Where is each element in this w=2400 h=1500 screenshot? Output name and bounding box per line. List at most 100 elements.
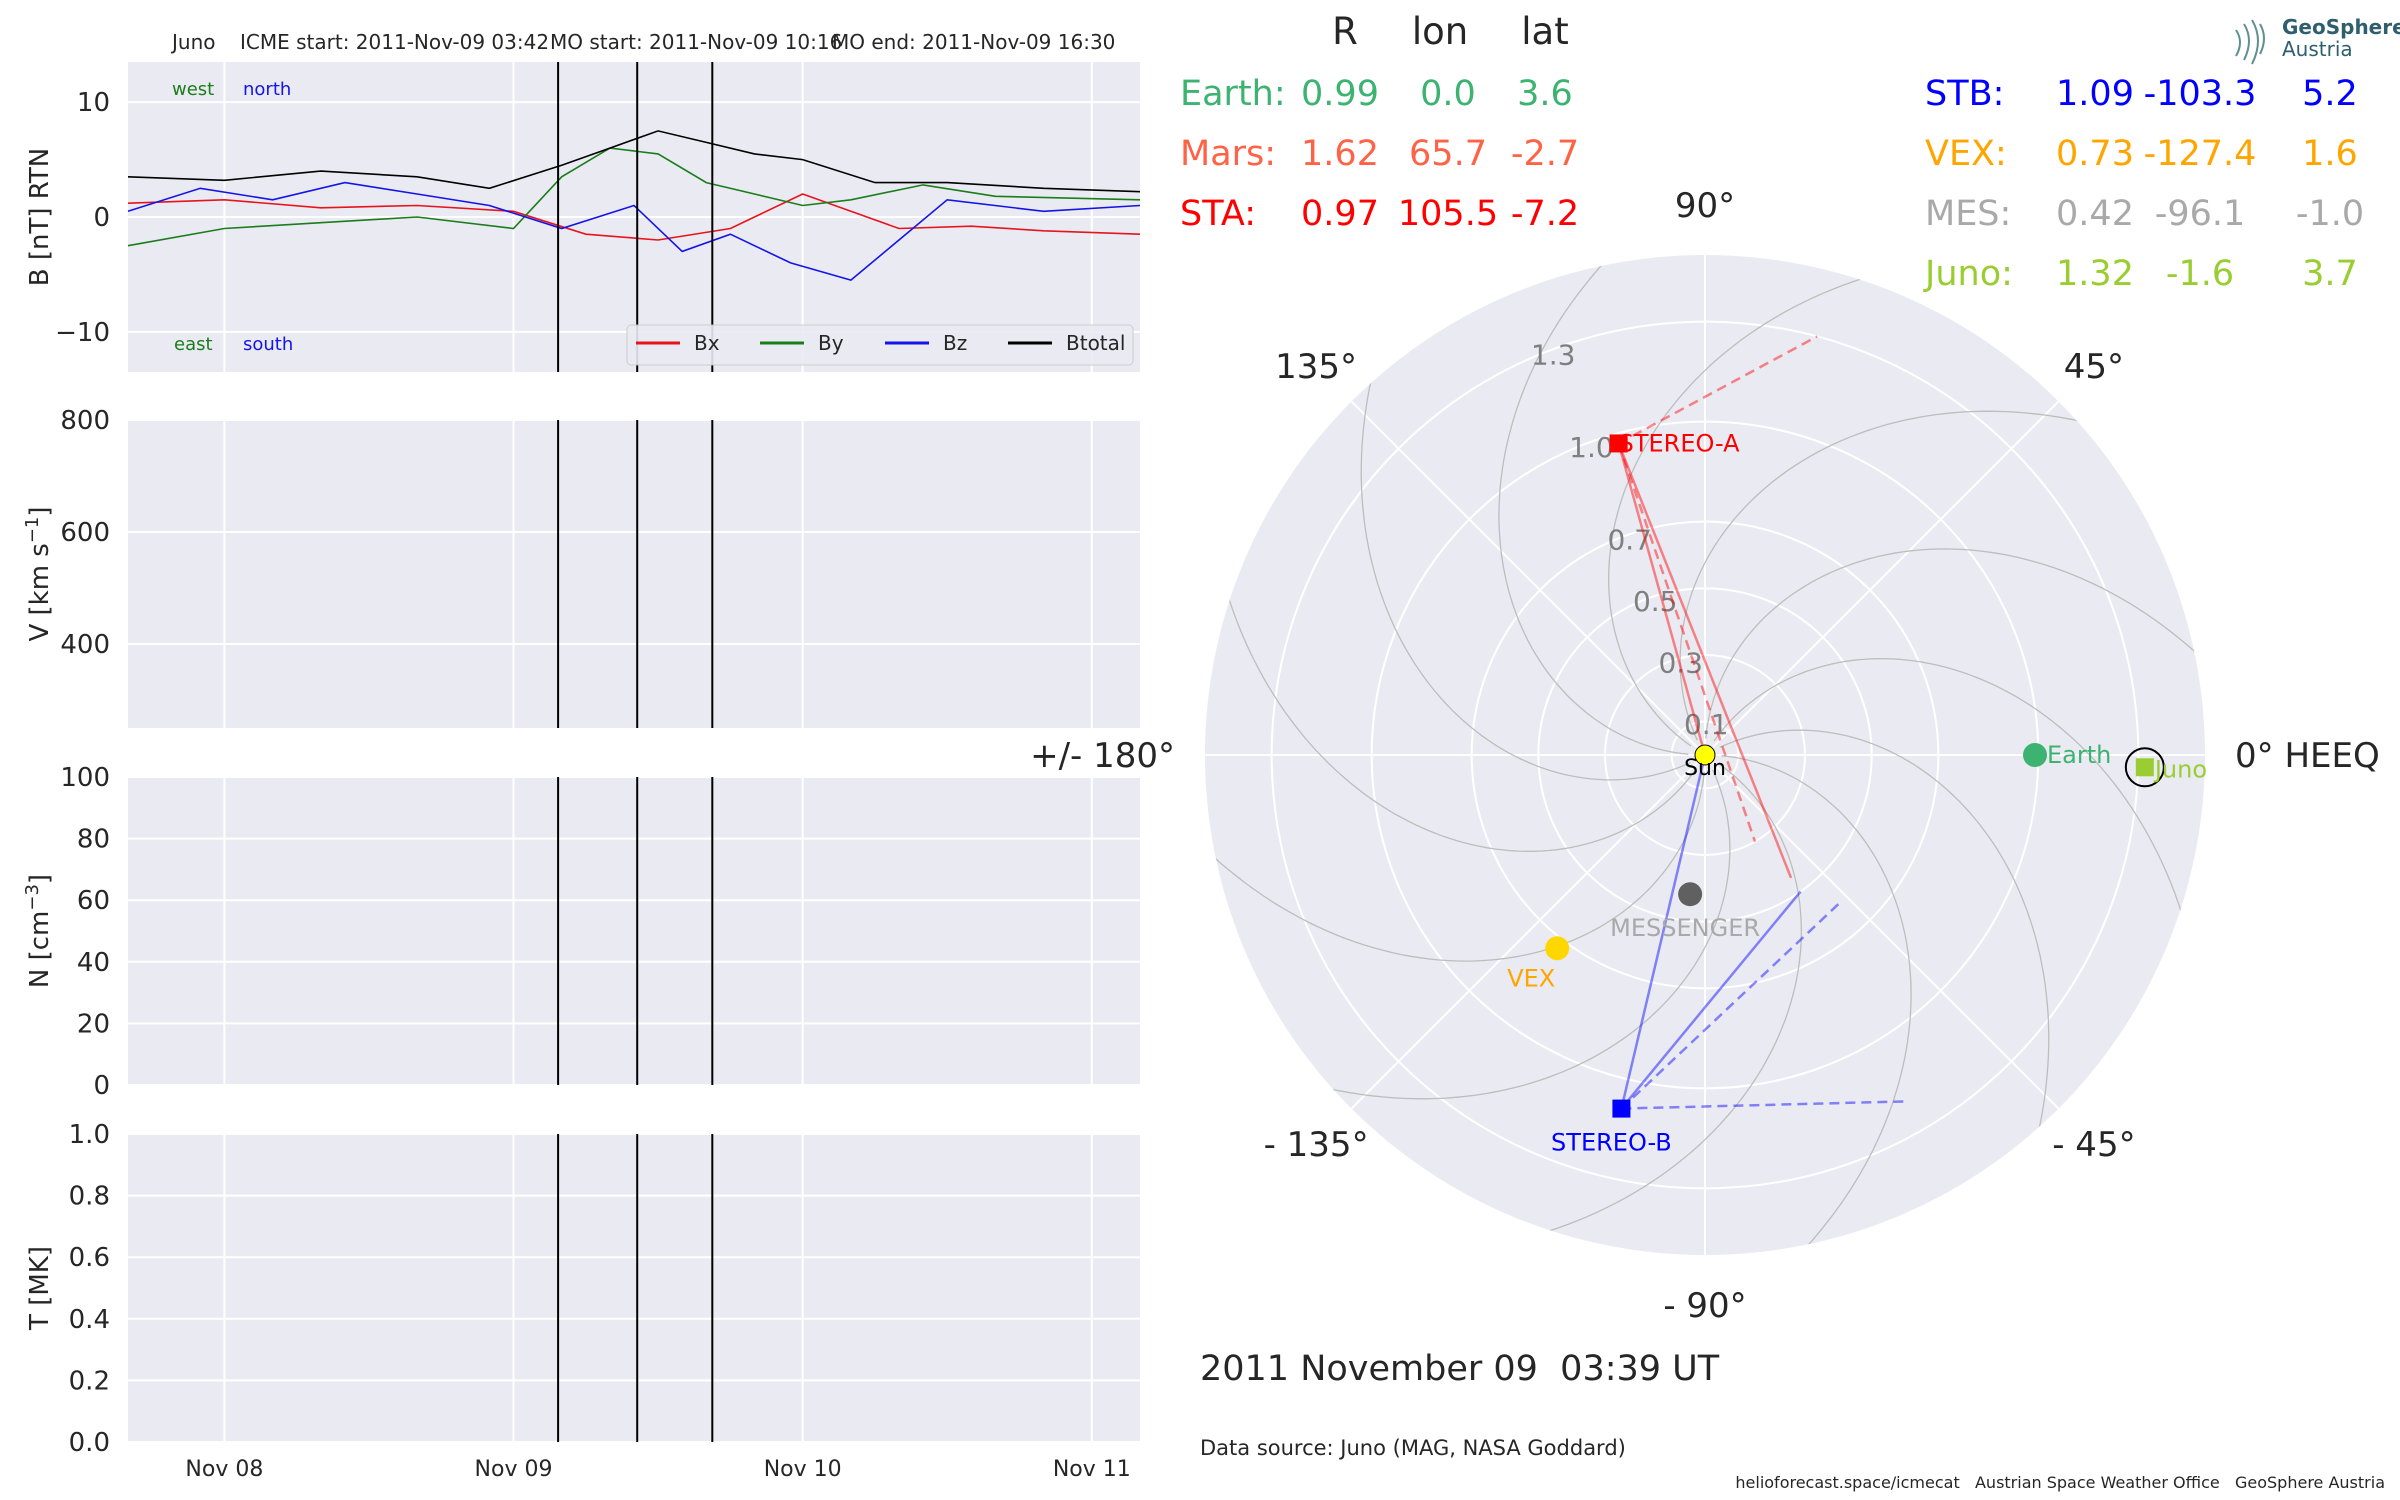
table-right-r: 0.42	[2056, 194, 2134, 234]
y-axis-label: B [nT] RTN	[25, 148, 55, 287]
y-tick-label: 800	[60, 406, 110, 436]
table-right-name: MES:	[1925, 194, 2011, 234]
parker-spiral-line	[1283, 769, 1731, 1100]
x-tick-label: Nov 11	[1053, 1457, 1131, 1482]
object-stereo-a-marker	[1609, 434, 1628, 453]
table-left-r: 1.62	[1301, 134, 1379, 174]
annotation-east: east	[174, 334, 213, 355]
polar-plot: 0.1 0.3 0.5 0.7 1.0 1.3 0° HEEQ 45° 90° 135° +/- 1…	[1030, 186, 2380, 1326]
panel-background	[128, 1134, 1140, 1442]
logo-line1: GeoSphere	[2282, 15, 2400, 39]
table-right-lon: -103.3	[2144, 74, 2257, 114]
angle-spoke	[1704, 400, 2060, 756]
table-right-name: VEX:	[1925, 134, 2007, 174]
y-tick-label: 0.2	[69, 1366, 110, 1396]
parker-spiral-line	[1608, 265, 1910, 747]
y-tick-label: 0.4	[69, 1305, 110, 1335]
fov-line	[1617, 442, 1793, 879]
panel-2: 100 80 60 40 20 0 N [cm−3]	[22, 763, 1140, 1101]
legend-label-btotal: Btotal	[1066, 331, 1125, 355]
y-tick-label: −10	[55, 318, 110, 348]
angle-label: 0° HEEQ	[2235, 736, 2380, 776]
legend-label-by: By	[818, 331, 844, 355]
fov-line	[1617, 443, 1707, 756]
juno-ring	[2124, 747, 2165, 788]
object-messenger-label: MESSENGER	[1610, 914, 1760, 942]
y-tick-label: 0.8	[69, 1182, 110, 1212]
angle-label: 45°	[2064, 347, 2124, 387]
geosphere-logo: GeoSphere Austria	[2235, 15, 2400, 65]
angle-spoke	[1350, 754, 1706, 1110]
panel-0: 10 0 −10 B [nT] RTN	[25, 62, 1141, 372]
b-legend: Bx By Bz Btotal	[626, 324, 1134, 366]
y-tick-label: 0	[93, 203, 110, 233]
fov-line	[1620, 890, 1802, 1110]
table-right-lat: 1.6	[2302, 134, 2358, 174]
source-text: Data source: Juno (MAG, NASA Goddard)	[1200, 1436, 1626, 1460]
parker-spiral-line	[1500, 763, 1802, 1245]
x-tick-label: Nov 10	[764, 1457, 842, 1482]
angle-label: +/- 180°	[1030, 736, 1175, 776]
header-mo-start: MO start: 2011-Nov-09 10:16	[550, 30, 842, 54]
radial-tick-label: 0.3	[1658, 647, 1703, 680]
x-tick-label: Nov 08	[185, 1457, 263, 1482]
object-vex-marker	[1545, 936, 1570, 961]
fov-line	[1620, 900, 1843, 1110]
radial-tick-label: 0.7	[1607, 523, 1652, 556]
fov-line	[1617, 443, 1757, 843]
date-text: 2011 November 09 03:39 UT	[1200, 1349, 1720, 1389]
legend-label-bx: Bx	[694, 331, 720, 355]
fov-line	[1617, 335, 1818, 445]
table-header-lat: lat	[1521, 10, 1568, 53]
radial-tick-label: 1.0	[1569, 431, 1614, 464]
series-line-bz	[127, 181, 1141, 281]
parker-spiral-line	[1713, 658, 2195, 960]
radial-tick-label: 1.3	[1531, 339, 1576, 372]
table-header-lon: lon	[1412, 10, 1468, 53]
parker-spiral-line	[1719, 729, 2050, 1177]
angle-label: 135°	[1275, 347, 1357, 387]
panel-background	[128, 420, 1140, 728]
table-right-lon: -96.1	[2155, 194, 2246, 234]
table-left-r: 0.99	[1301, 74, 1379, 114]
table-left-lat: -7.2	[1511, 194, 1579, 234]
parker-spiral-line	[1215, 550, 1697, 852]
legend-label-bz: Bz	[943, 331, 967, 355]
angle-label: 90°	[1675, 186, 1735, 226]
object-sun-label: Sun	[1684, 756, 1726, 781]
legend-box	[626, 324, 1134, 366]
header-mo-end: MO end: 2011-Nov-09 16:30	[832, 30, 1115, 54]
angle-spoke	[1704, 754, 2060, 1110]
y-tick-label: 40	[77, 948, 110, 978]
table-left-lon: 105.5	[1398, 194, 1498, 234]
angle-spoke	[1350, 400, 1706, 756]
object-sun-marker	[1694, 744, 1716, 766]
table-right-lat: 5.2	[2302, 74, 2358, 114]
table-header-r: R	[1332, 10, 1358, 53]
y-tick-label: 100	[60, 763, 110, 793]
object-earth-label: Earth	[2047, 741, 2111, 769]
annotation-south: south	[243, 334, 293, 355]
series-line-by	[127, 147, 1141, 247]
object-juno-marker	[2135, 758, 2154, 777]
object-stereo-a-label: STEREO-A	[1619, 429, 1741, 457]
table-left-lat: -2.7	[1511, 134, 1579, 174]
object-juno-label: Juno	[2153, 755, 2207, 783]
parker-spiral-line	[1679, 410, 2127, 741]
table-right-r: 1.32	[2056, 254, 2134, 294]
object-earth-marker	[2023, 743, 2047, 767]
panel-3: 1.0 0.8 0.6 0.4 0.2 0.0 T [MK]	[25, 1120, 1140, 1458]
y-tick-label: 80	[77, 825, 110, 855]
table-left-lat: 3.6	[1517, 74, 1573, 114]
header-icme-start: ICME start: 2011-Nov-09 03:42	[240, 30, 549, 54]
credits-text: helioforecast.space/icmecat Austrian Spa…	[1735, 1473, 2385, 1492]
y-tick-label: 60	[77, 886, 110, 916]
object-vex-label: VEX	[1507, 964, 1555, 992]
annotation-north: north	[243, 79, 291, 100]
table-left-name: STA:	[1180, 194, 1256, 234]
panel-background	[128, 777, 1140, 1085]
y-tick-label: 20	[77, 1009, 110, 1039]
